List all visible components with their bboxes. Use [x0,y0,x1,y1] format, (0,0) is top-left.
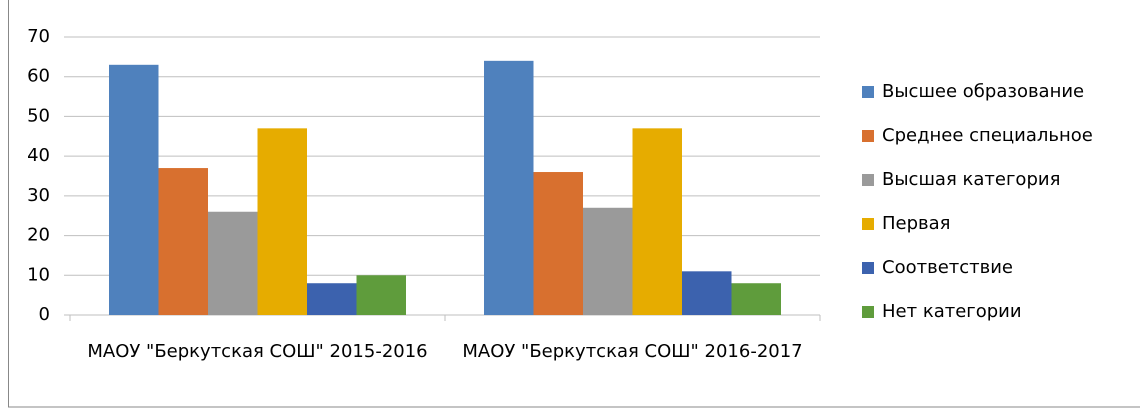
bar [158,168,208,315]
chart-frame [8,0,1140,408]
x-tick-label: МАОУ "Беркутская СОШ" 2015-2016 [87,341,428,362]
legend-swatch [862,262,874,274]
bar [109,64,159,315]
bar [583,207,633,315]
y-tick-label: 70 [27,26,50,47]
bar [257,128,307,315]
bar [484,60,534,316]
legend-swatch [862,86,874,98]
bar [682,271,732,315]
x-tick-label: МАОУ "Беркутская СОШ" 2016-2017 [462,341,803,362]
bar [533,172,583,315]
y-tick-label: 10 [27,264,50,285]
bar [356,275,406,315]
y-tick-label: 0 [39,304,50,325]
y-tick-label: 40 [27,145,50,166]
bar [632,128,682,315]
bar [307,283,357,315]
legend-label: Высшая категория [882,169,1060,190]
legend-swatch [862,218,874,230]
legend-swatch [862,174,874,186]
legend-swatch [862,306,874,318]
y-tick-label: 30 [27,185,50,206]
bar [208,211,258,315]
legend-label: Соответствие [882,257,1013,278]
legend-label: Нет категории [882,301,1022,322]
legend-label: Высшее образование [882,81,1084,102]
legend-label: Первая [882,213,951,234]
y-tick-label: 50 [27,105,50,126]
y-tick-label: 60 [27,66,50,87]
legend-label: Среднее специальное [882,125,1093,146]
legend-swatch [862,130,874,142]
y-tick-label: 20 [27,225,50,246]
bar [731,283,781,315]
